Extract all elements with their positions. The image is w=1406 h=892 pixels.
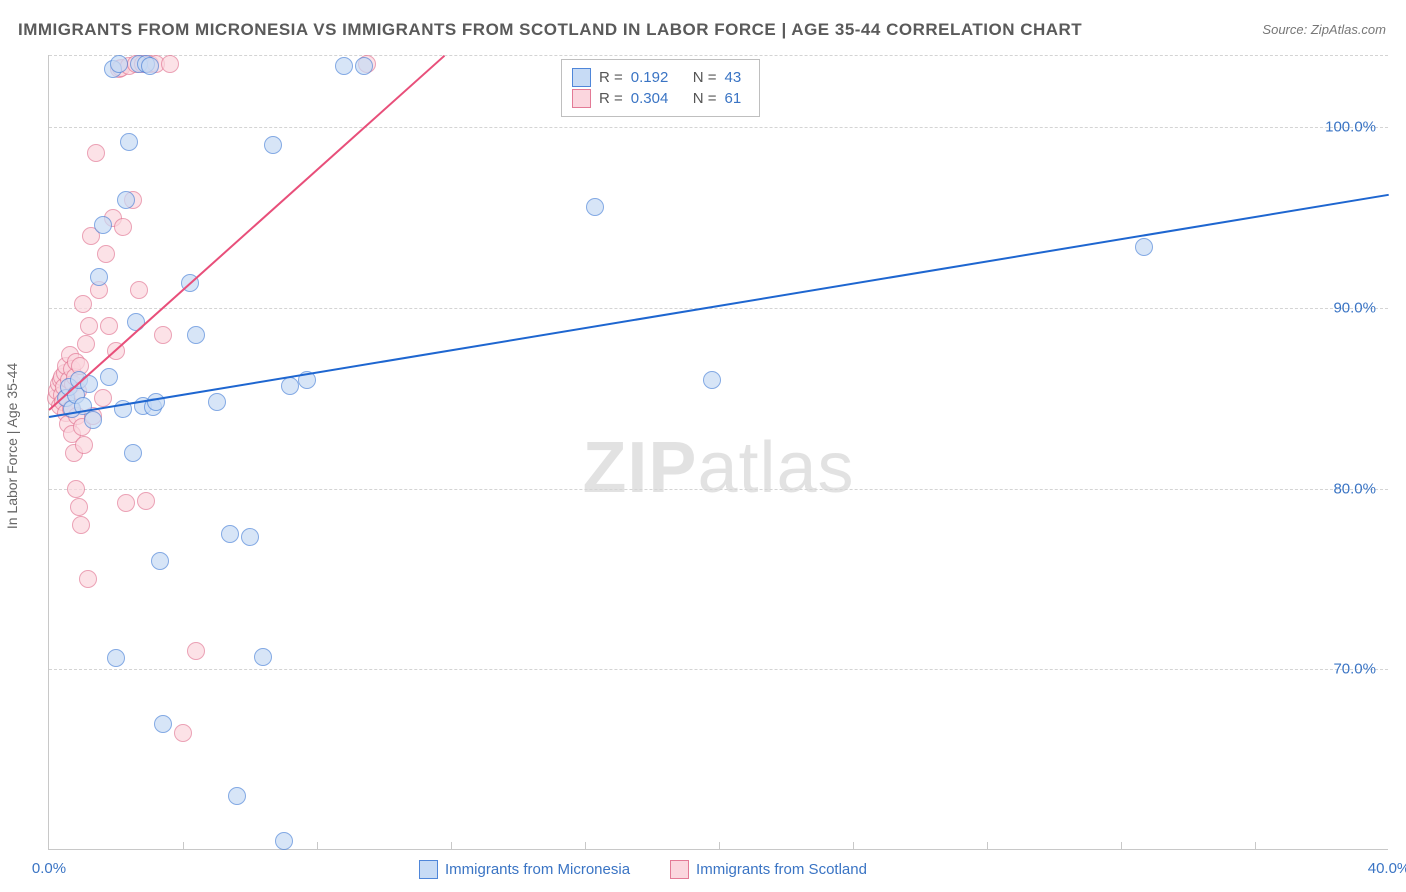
plot-area: ZIPatlas 70.0%80.0%90.0%100.0%0.0%40.0%R…: [48, 55, 1388, 850]
legend-item-scotland: Immigrants from Scotland: [670, 860, 867, 879]
scatter-point-micronesia: [281, 377, 299, 395]
scatter-point-micronesia: [187, 326, 205, 344]
scatter-point-micronesia: [107, 649, 125, 667]
scatter-point-scotland: [174, 724, 192, 742]
grid-line-horizontal: [49, 489, 1388, 490]
scatter-point-scotland: [80, 317, 98, 335]
scatter-point-micronesia: [221, 525, 239, 543]
scatter-point-scotland: [161, 55, 179, 73]
scatter-point-micronesia: [241, 528, 259, 546]
scatter-point-scotland: [97, 245, 115, 263]
scatter-point-micronesia: [586, 198, 604, 216]
grid-line-horizontal: [49, 308, 1388, 309]
legend-swatch-micronesia: [419, 860, 438, 879]
scatter-point-micronesia: [94, 216, 112, 234]
scatter-point-micronesia: [208, 393, 226, 411]
x-minor-tick: [1255, 842, 1256, 850]
scatter-point-scotland: [130, 281, 148, 299]
scatter-point-micronesia: [90, 268, 108, 286]
legend-stat-r-value: 0.192: [631, 69, 685, 86]
x-minor-tick: [317, 842, 318, 850]
legend-swatch-scotland: [670, 860, 689, 879]
scatter-point-micronesia: [84, 411, 102, 429]
chart-container: IMMIGRANTS FROM MICRONESIA VS IMMIGRANTS…: [0, 0, 1406, 892]
scatter-point-scotland: [117, 494, 135, 512]
x-minor-tick: [1121, 842, 1122, 850]
scatter-point-scotland: [75, 436, 93, 454]
scatter-point-scotland: [94, 389, 112, 407]
scatter-point-scotland: [74, 295, 92, 313]
watermark: ZIPatlas: [582, 427, 854, 509]
source-label: Source: ZipAtlas.com: [1262, 22, 1386, 37]
scatter-point-micronesia: [335, 57, 353, 75]
legend-stats: R = 0.192 N = 43 R = 0.304 N = 61: [561, 59, 760, 117]
x-minor-tick: [853, 842, 854, 850]
scatter-point-micronesia: [110, 55, 128, 73]
scatter-point-scotland: [72, 516, 90, 534]
legend-stat-n-value: 43: [725, 69, 742, 86]
scatter-point-micronesia: [1135, 238, 1153, 256]
scatter-point-scotland: [154, 326, 172, 344]
legend-swatch-scotland: [572, 89, 591, 108]
legend-stat-r-value: 0.304: [631, 90, 685, 107]
y-tick-label: 100.0%: [1325, 119, 1376, 136]
legend-stats-row-micronesia: R = 0.192 N = 43: [572, 68, 741, 87]
y-tick-label: 70.0%: [1333, 661, 1376, 678]
scatter-point-scotland: [67, 480, 85, 498]
x-tick-label: 40.0%: [1368, 860, 1406, 877]
grid-line-horizontal: [49, 669, 1388, 670]
scatter-point-micronesia: [254, 648, 272, 666]
scatter-point-scotland: [70, 498, 88, 516]
legend-label-micronesia: Immigrants from Micronesia: [445, 861, 630, 878]
scatter-point-micronesia: [151, 552, 169, 570]
trend-line-scotland: [48, 55, 445, 411]
scatter-point-scotland: [87, 144, 105, 162]
legend-stats-row-scotland: R = 0.304 N = 61: [572, 89, 741, 108]
y-axis-title: In Labor Force | Age 35-44: [4, 363, 20, 529]
scatter-point-micronesia: [154, 715, 172, 733]
chart-title: IMMIGRANTS FROM MICRONESIA VS IMMIGRANTS…: [18, 20, 1082, 40]
legend-bottom: Immigrants from Micronesia Immigrants fro…: [419, 860, 867, 879]
x-minor-tick: [183, 842, 184, 850]
scatter-point-micronesia: [147, 393, 165, 411]
x-minor-tick: [987, 842, 988, 850]
legend-label-scotland: Immigrants from Scotland: [696, 861, 867, 878]
scatter-point-micronesia: [117, 191, 135, 209]
legend-stat-n-label: N =: [693, 69, 717, 86]
y-tick-label: 90.0%: [1333, 299, 1376, 316]
x-minor-tick: [451, 842, 452, 850]
scatter-point-micronesia: [264, 136, 282, 154]
scatter-point-scotland: [187, 642, 205, 660]
legend-stat-r-label: R =: [599, 69, 623, 86]
scatter-point-micronesia: [141, 57, 159, 75]
grid-line-horizontal: [49, 55, 1388, 56]
scatter-point-micronesia: [355, 57, 373, 75]
scatter-point-scotland: [100, 317, 118, 335]
scatter-point-micronesia: [228, 787, 246, 805]
legend-stat-r-label: R =: [599, 90, 623, 107]
scatter-point-micronesia: [100, 368, 118, 386]
scatter-point-micronesia: [120, 133, 138, 151]
scatter-point-scotland: [77, 335, 95, 353]
x-tick-label: 0.0%: [32, 860, 66, 877]
legend-stat-n-label: N =: [693, 90, 717, 107]
scatter-point-scotland: [114, 218, 132, 236]
scatter-point-micronesia: [703, 371, 721, 389]
scatter-point-scotland: [137, 492, 155, 510]
scatter-point-micronesia: [127, 313, 145, 331]
x-minor-tick: [719, 842, 720, 850]
legend-stat-n-value: 61: [725, 90, 742, 107]
scatter-point-scotland: [79, 570, 97, 588]
legend-item-micronesia: Immigrants from Micronesia: [419, 860, 630, 879]
scatter-point-micronesia: [275, 832, 293, 850]
grid-line-horizontal: [49, 127, 1388, 128]
scatter-point-micronesia: [124, 444, 142, 462]
legend-swatch-micronesia: [572, 68, 591, 87]
y-tick-label: 80.0%: [1333, 480, 1376, 497]
x-minor-tick: [585, 842, 586, 850]
